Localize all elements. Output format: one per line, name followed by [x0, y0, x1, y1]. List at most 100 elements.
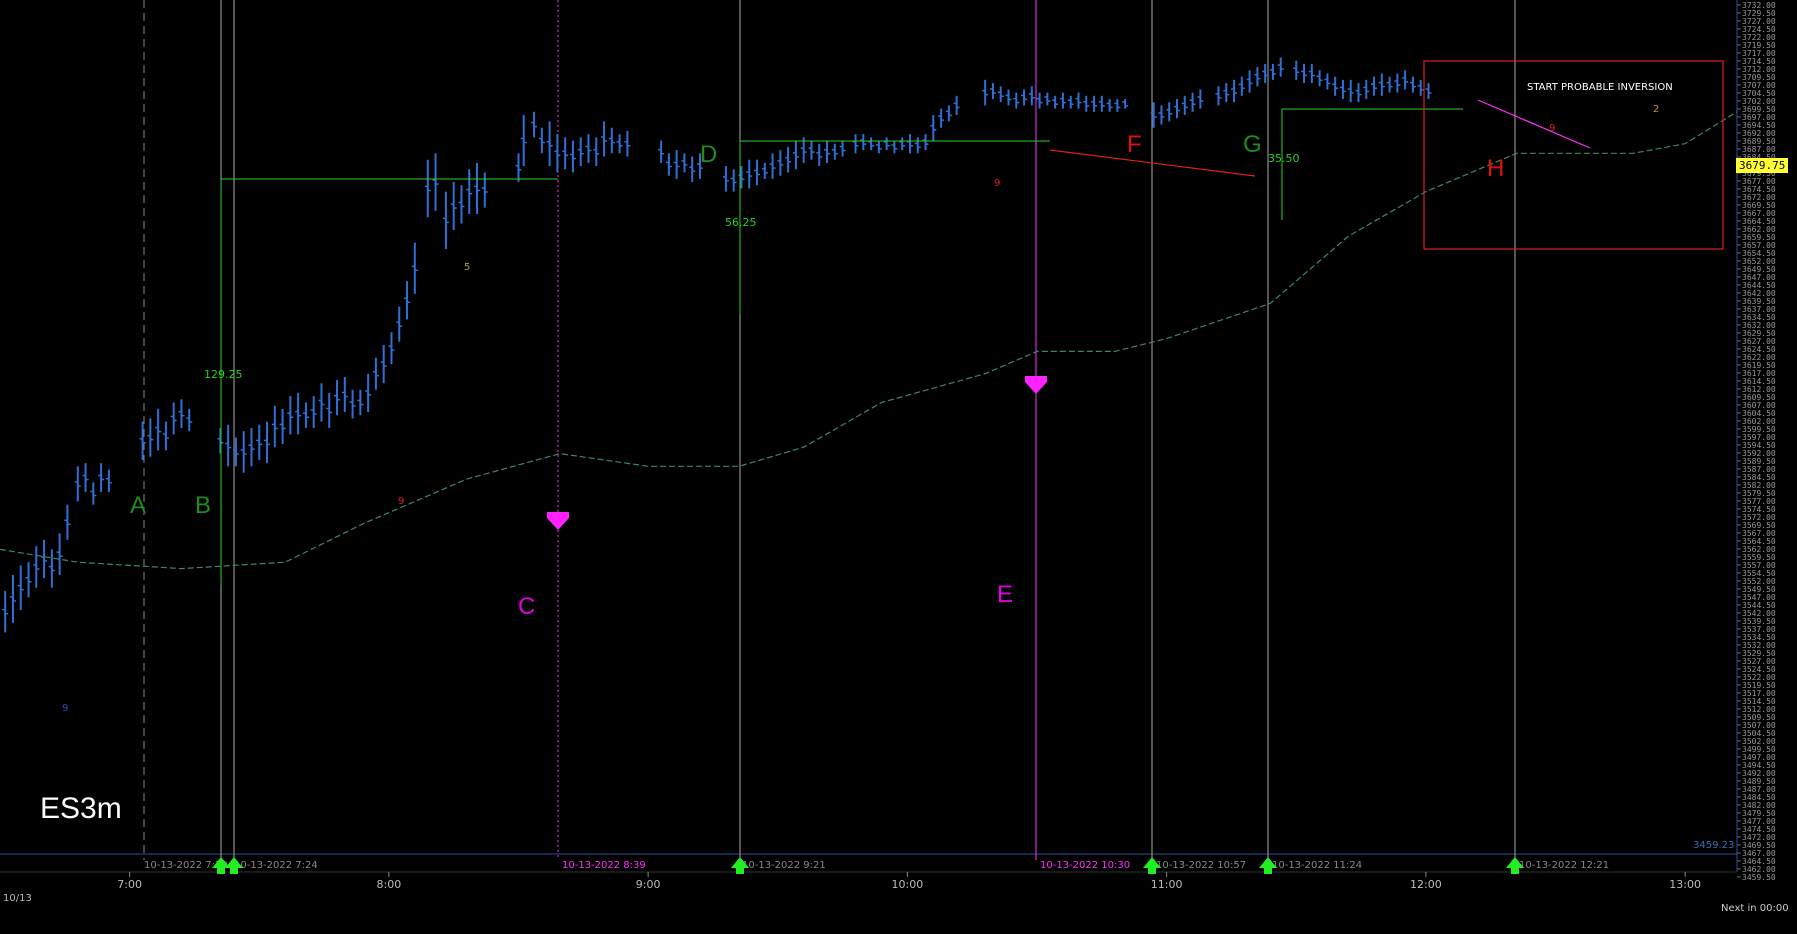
count-label: 5: [464, 262, 470, 273]
signal-up-arrow: [225, 857, 243, 874]
price-tick-label: 3684.50: [1742, 153, 1776, 162]
price-tick-label: 3654.50: [1742, 249, 1776, 258]
price-tick-label: 3722.00: [1742, 33, 1776, 42]
price-tick-label: 3709.50: [1742, 73, 1776, 82]
price-tick-label: 3584.50: [1742, 473, 1776, 482]
signal-up-arrow: [731, 857, 749, 874]
price-tick-label: 3577.00: [1742, 497, 1776, 506]
annotation-a: A: [130, 492, 146, 519]
price-tick-label: 3482.00: [1742, 801, 1776, 810]
time-tick-label: 9:00: [636, 878, 661, 891]
price-tick-label: 3589.50: [1742, 457, 1776, 466]
price-tick-label: 3502.00: [1742, 737, 1776, 746]
time-marker-label: 10-13-2022 7:24: [234, 860, 318, 871]
price-tick-label: 3534.50: [1742, 633, 1776, 642]
price-tick-label: 3662.00: [1742, 225, 1776, 234]
annotation-h: H: [1487, 155, 1504, 182]
annotation-d: D: [700, 141, 717, 168]
price-tick-label: 3657.00: [1742, 241, 1776, 250]
time-tick-label: 11:00: [1151, 878, 1183, 891]
price-tick-label: 3564.50: [1742, 537, 1776, 546]
trend-line-h: [1477, 99, 1591, 149]
price-tick-label: 3724.50: [1742, 25, 1776, 34]
price-tick-label: 3559.50: [1742, 553, 1776, 562]
price-tick-label: 3557.00: [1742, 561, 1776, 570]
price-tick-label: 3592.00: [1742, 449, 1776, 458]
time-tick-label: 8:00: [377, 878, 402, 891]
price-tick-label: 3622.00: [1742, 353, 1776, 362]
price-tick-label: 3467.00: [1742, 849, 1776, 858]
price-tick-label: 3669.50: [1742, 201, 1776, 210]
annotation-b: B: [195, 492, 211, 519]
price-tick-label: 3484.50: [1742, 793, 1776, 802]
price-tick-label: 3497.00: [1742, 753, 1776, 762]
price-tick-label: 3579.50: [1742, 489, 1776, 498]
price-tick-label: 3637.00: [1742, 305, 1776, 314]
price-tick-label: 3532.00: [1742, 641, 1776, 650]
price-tick-label: 3599.50: [1742, 425, 1776, 434]
price-tick-label: 3677.00: [1742, 177, 1776, 186]
price-tick-label: 3462.00: [1742, 865, 1776, 874]
count-label: 2: [1653, 104, 1659, 115]
price-tick-label: 3719.50: [1742, 41, 1776, 50]
price-tick-label: 3632.00: [1742, 321, 1776, 330]
price-tick-label: 3499.50: [1742, 745, 1776, 754]
annotation-c: C: [518, 593, 535, 620]
price-tick-label: 3479.50: [1742, 809, 1776, 818]
annotation-f: F: [1127, 131, 1142, 158]
time-marker-label: 10-13-2022 9:21: [742, 860, 826, 871]
price-tick-label: 3587.00: [1742, 465, 1776, 474]
count-label: 9: [398, 496, 404, 507]
price-tick-label: 3609.50: [1742, 393, 1776, 402]
price-tick-label: 3652.00: [1742, 257, 1776, 266]
next-bar-timer: Next in 00:00: [1721, 903, 1789, 914]
price-tick-label: 3602.00: [1742, 417, 1776, 426]
price-tick-label: 3507.00: [1742, 721, 1776, 730]
price-tick-label: 3692.00: [1742, 129, 1776, 138]
price-tick-label: 3524.50: [1742, 665, 1776, 674]
price-tick-label: 3574.50: [1742, 505, 1776, 514]
signal-down-arrow: [547, 512, 569, 530]
price-tick-label: 3512.00: [1742, 705, 1776, 714]
price-tick-label: 3639.50: [1742, 297, 1776, 306]
price-tick-label: 3469.50: [1742, 841, 1776, 850]
price-tick-label: 3477.00: [1742, 817, 1776, 826]
time-marker-label: 10-13-2022 10:57: [1156, 860, 1246, 871]
price-tick-label: 3697.00: [1742, 113, 1776, 122]
price-tick-label: 3627.00: [1742, 337, 1776, 346]
signal-up-arrow: [1143, 857, 1161, 874]
count-label: 9: [62, 703, 68, 714]
price-tick-label: 3687.00: [1742, 145, 1776, 154]
price-tick-label: 3659.50: [1742, 233, 1776, 242]
time-tick-label: 13:00: [1669, 878, 1701, 891]
price-tick-label: 3474.50: [1742, 825, 1776, 834]
price-tick-label: 3464.50: [1742, 857, 1776, 866]
signal-up-arrow: [1259, 857, 1277, 874]
last-price-tag: 3679.75: [1736, 158, 1789, 173]
price-tick-label: 3509.50: [1742, 713, 1776, 722]
time-marker-label: 10-13-2022 8:39: [562, 860, 646, 871]
price-tick-label: 3732.00: [1742, 1, 1776, 10]
price-tick-label: 3517.00: [1742, 689, 1776, 698]
time-marker-label: 10-13-2022 11:24: [1272, 860, 1362, 871]
price-tick-label: 3514.50: [1742, 697, 1776, 706]
price-tick-label: 3624.50: [1742, 345, 1776, 354]
price-tick-label: 3492.00: [1742, 769, 1776, 778]
price-tick-label: 3522.00: [1742, 673, 1776, 682]
price-tick-label: 3494.50: [1742, 761, 1776, 770]
price-tick-label: 3519.50: [1742, 681, 1776, 690]
price-tick-label: 3667.00: [1742, 209, 1776, 218]
signal-up-arrow: [212, 857, 230, 874]
price-tick-label: 3542.00: [1742, 609, 1776, 618]
price-tick-label: 3544.50: [1742, 601, 1776, 610]
time-marker-label: 10-13-2022 7:20: [144, 860, 228, 871]
price-tick-label: 3644.50: [1742, 281, 1776, 290]
price-tick-label: 3619.50: [1742, 361, 1776, 370]
price-tick-label: 3572.00: [1742, 513, 1776, 522]
price-tick-label: 3717.00: [1742, 49, 1776, 58]
price-tick-label: 3472.00: [1742, 833, 1776, 842]
price-tick-label: 3617.00: [1742, 369, 1776, 378]
price-tick-label: 3647.00: [1742, 273, 1776, 282]
price-tick-label: 3607.00: [1742, 401, 1776, 410]
